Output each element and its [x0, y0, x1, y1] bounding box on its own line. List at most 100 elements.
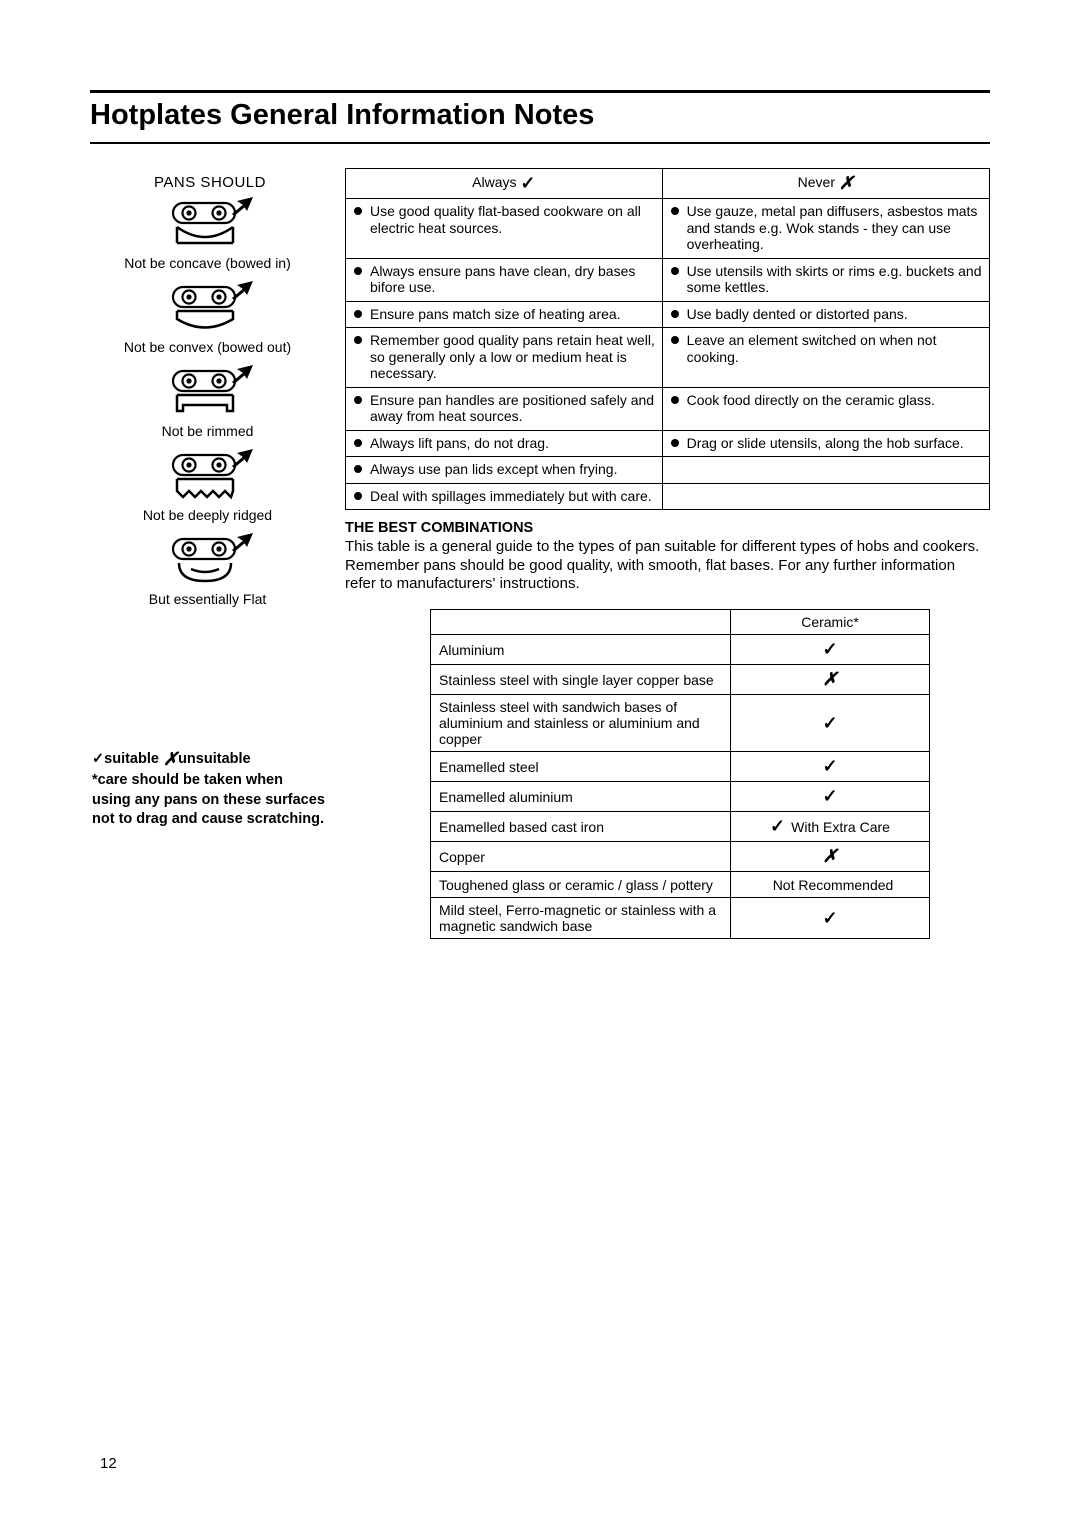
material-cell: Mild steel, Ferro-magnetic or stainless …: [431, 898, 731, 939]
table-row: Enamelled aluminium ✓: [431, 782, 930, 812]
table-row: Use good quality flat-based cookware on …: [346, 199, 990, 259]
th-ceramic: Ceramic*: [731, 610, 930, 635]
page-number: 12: [100, 1455, 117, 1472]
legend-note: *care should be taken when using any pan…: [92, 772, 325, 827]
bullet-icon: [671, 396, 679, 404]
value-cell: ✗: [731, 842, 930, 872]
table-row: Remember good quality pans retain heat w…: [346, 328, 990, 388]
pan-caption: Not be deeply ridged: [143, 507, 272, 523]
value-cell: ✓: [731, 635, 930, 665]
bullet-icon: [671, 439, 679, 447]
bullet-icon: [671, 267, 679, 275]
always-text: Ensure pans match size of heating area.: [370, 306, 656, 323]
pan-diagram-convex: Not be convex (bowed out): [90, 281, 325, 355]
table-row: Enamelled based cast iron✓With Extra Car…: [431, 812, 930, 842]
cross-icon: ✗: [822, 669, 837, 690]
bullet-icon: [354, 465, 362, 473]
combinations-heading: THE BEST COMBINATIONS: [345, 520, 990, 536]
combinations-table: Ceramic* Aluminium ✓ Stainless steel with …: [430, 609, 930, 939]
table-row: Copper✗: [431, 842, 930, 872]
always-text: Remember good quality pans retain heat w…: [370, 332, 656, 382]
material-cell: Aluminium: [431, 635, 731, 665]
pan-caption: Not be concave (bowed in): [124, 255, 291, 271]
combinations-para: This table is a general guide to the typ…: [345, 538, 990, 593]
pans-should-heading: PANS SHOULD: [90, 174, 325, 191]
material-cell: Toughened glass or ceramic / glass / pot…: [431, 872, 731, 898]
pan-caption: Not be rimmed: [162, 423, 254, 439]
check-icon: ✓: [822, 756, 837, 777]
bullet-icon: [354, 492, 362, 500]
never-text: Use gauze, metal pan diffusers, asbestos…: [687, 203, 983, 253]
table-row: Ensure pan handles are positioned safely…: [346, 387, 990, 430]
table-row: Stainless steel with sandwich bases of a…: [431, 695, 930, 752]
table-row: Mild steel, Ferro-magnetic or stainless …: [431, 898, 930, 939]
value-cell: Not Recommended: [731, 872, 930, 898]
check-icon: ✓: [822, 786, 837, 807]
pan-caption: But essentially Flat: [149, 591, 267, 607]
pan-diagram-ridged: Not be deeply ridged: [90, 449, 325, 523]
table-row: Ensure pans match size of heating area. U…: [346, 301, 990, 328]
legend-unsuitable: unsuitable: [178, 751, 251, 767]
always-text: Always use pan lids except when frying.: [370, 461, 656, 478]
check-icon: ✓: [770, 816, 785, 837]
bullet-icon: [671, 336, 679, 344]
table-row: Enamelled steel ✓: [431, 752, 930, 782]
check-icon: ✓: [822, 908, 837, 929]
legend-suitable: suitable: [104, 751, 159, 767]
never-text: Use badly dented or distorted pans.: [687, 306, 983, 323]
value-text: Not Recommended: [773, 877, 894, 893]
th-material: [431, 610, 731, 635]
pan-diagram-flat: But essentially Flat: [90, 533, 325, 607]
bullet-icon: [671, 310, 679, 318]
check-icon: ✓: [822, 639, 837, 660]
bullet-icon: [354, 396, 362, 404]
table-row: Always use pan lids except when frying.: [346, 457, 990, 484]
material-cell: Enamelled steel: [431, 752, 731, 782]
always-text: Always lift pans, do not drag.: [370, 435, 656, 452]
th-never: Never ✗: [662, 169, 989, 199]
always-text: Always ensure pans have clean, dry bases…: [370, 263, 656, 296]
material-cell: Copper: [431, 842, 731, 872]
never-text: Use utensils with skirts or rims e.g. bu…: [687, 263, 983, 296]
table-row: Aluminium ✓: [431, 635, 930, 665]
pan-caption: Not be convex (bowed out): [124, 339, 291, 355]
value-cell: ✗: [731, 665, 930, 695]
th-always: Always ✓: [346, 169, 663, 199]
check-icon: ✓: [520, 173, 535, 194]
check-icon: ✓: [822, 713, 837, 734]
value-cell: ✓: [731, 898, 930, 939]
pan-diagram-rimmed: Not be rimmed: [90, 365, 325, 439]
cross-icon: ✗: [163, 747, 178, 771]
material-cell: Stainless steel with sandwich bases of a…: [431, 695, 731, 752]
value-text: With Extra Care: [791, 819, 890, 835]
cross-icon: ✗: [839, 173, 854, 194]
always-text: Use good quality flat-based cookware on …: [370, 203, 656, 236]
always-text: Ensure pan handles are positioned safely…: [370, 392, 656, 425]
material-cell: Stainless steel with single layer copper…: [431, 665, 731, 695]
always-text: Deal with spillages immediately but with…: [370, 488, 656, 505]
bullet-icon: [354, 267, 362, 275]
bullet-icon: [354, 439, 362, 447]
bullet-icon: [671, 207, 679, 215]
table-row: Always lift pans, do not drag. Drag or sl…: [346, 430, 990, 457]
title-underline: [90, 142, 990, 144]
pan-diagram-concave: Not be concave (bowed in): [90, 197, 325, 271]
value-cell: ✓: [731, 782, 930, 812]
always-never-table: Always ✓ Never ✗ Use good quality flat-b…: [345, 168, 990, 510]
never-text: Cook food directly on the ceramic glass.: [687, 392, 983, 409]
check-icon: ✓: [92, 751, 104, 767]
value-cell: ✓: [731, 695, 930, 752]
table-row: Deal with spillages immediately but with…: [346, 483, 990, 510]
value-cell: ✓ With Extra Care: [731, 812, 930, 842]
bullet-icon: [354, 336, 362, 344]
bullet-icon: [354, 310, 362, 318]
never-text: Drag or slide utensils, along the hob su…: [687, 435, 983, 452]
page-title: Hotplates General Information Notes: [90, 99, 990, 132]
material-cell: Enamelled aluminium: [431, 782, 731, 812]
table-row: Toughened glass or ceramic / glass / pot…: [431, 872, 930, 898]
top-rule: [90, 90, 990, 93]
table-row: Always ensure pans have clean, dry bases…: [346, 258, 990, 301]
bullet-icon: [354, 207, 362, 215]
value-cell: ✓: [731, 752, 930, 782]
table-row: Stainless steel with single layer copper…: [431, 665, 930, 695]
